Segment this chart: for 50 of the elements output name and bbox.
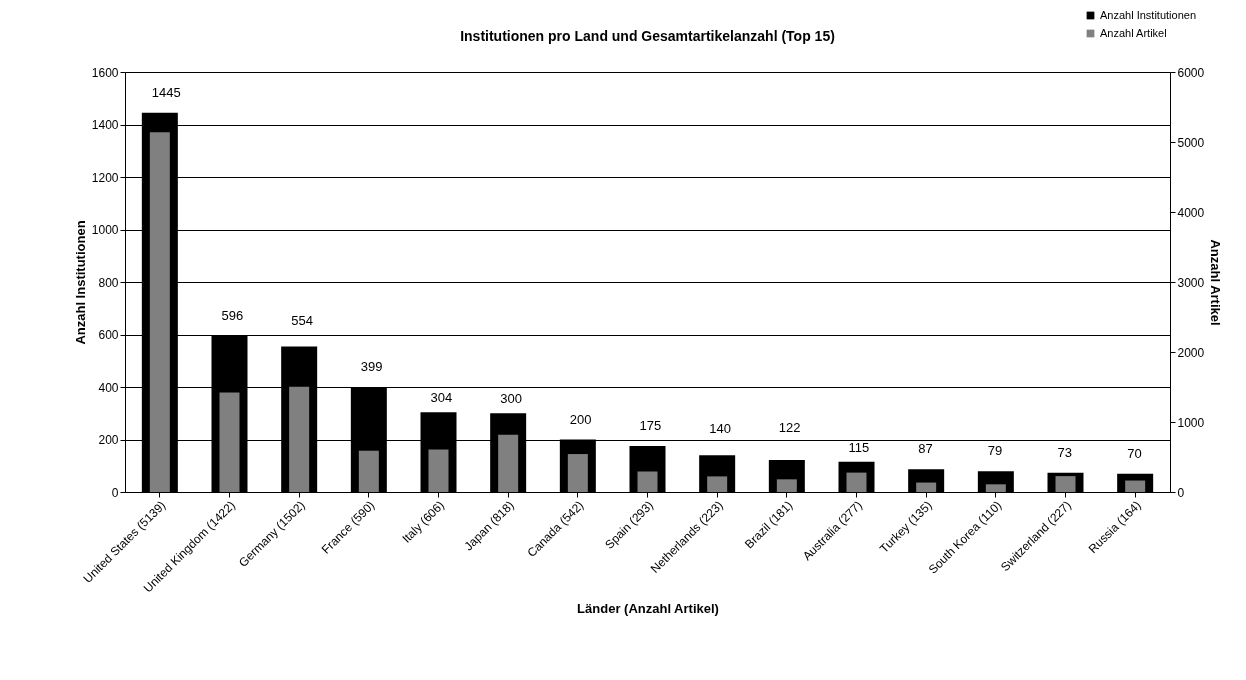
bar bbox=[707, 476, 728, 492]
y2-tick-label: 0 bbox=[1177, 485, 1185, 500]
data-label: 73 bbox=[1057, 444, 1072, 460]
x-axis-title: Länder (Anzahl Artikel) bbox=[577, 600, 719, 616]
y-tick-label: 200 bbox=[98, 433, 119, 447]
bar bbox=[916, 482, 937, 492]
y2-tick-label: 5000 bbox=[1177, 135, 1205, 150]
y-tick-label: 1400 bbox=[91, 118, 119, 132]
chart-title: Institutionen pro Land und Gesamtartikelanzahl (Top 15) bbox=[460, 28, 835, 44]
bar bbox=[776, 479, 797, 492]
data-label: 70 bbox=[1127, 445, 1142, 461]
y2-tick-label: 1000 bbox=[1177, 415, 1205, 430]
y2-tick-label: 3000 bbox=[1177, 275, 1205, 290]
y-tick-label: 0 bbox=[111, 485, 119, 500]
data-label: 122 bbox=[778, 419, 801, 435]
bar bbox=[567, 454, 588, 492]
bar bbox=[637, 471, 658, 492]
y-tick-label: 1200 bbox=[91, 170, 119, 185]
y-tick-label: 1600 bbox=[91, 65, 119, 80]
data-label: 175 bbox=[639, 418, 662, 434]
y-tick-label: 1000 bbox=[91, 223, 119, 237]
data-label: 554 bbox=[291, 312, 313, 328]
legend-label: Anzahl Institutionen bbox=[1100, 8, 1197, 21]
y2-axis-title: Anzahl Artikel bbox=[1208, 239, 1224, 326]
bar bbox=[498, 434, 519, 492]
bar bbox=[985, 484, 1006, 492]
data-label: 1445 bbox=[151, 84, 181, 100]
y-tick-label: 400 bbox=[98, 380, 119, 395]
data-label: 596 bbox=[221, 307, 244, 323]
y2-tick-label: 4000 bbox=[1177, 205, 1205, 220]
data-label: 87 bbox=[918, 441, 933, 457]
bar bbox=[358, 450, 379, 492]
y2-tick-label: 2000 bbox=[1177, 345, 1205, 360]
data-label: 300 bbox=[500, 391, 522, 407]
data-label: 115 bbox=[848, 439, 870, 455]
bar bbox=[219, 392, 240, 492]
y-axis-title: Anzahl Institutionen bbox=[72, 220, 88, 345]
data-label: 399 bbox=[360, 359, 383, 375]
y-tick-label: 600 bbox=[98, 328, 119, 342]
bar bbox=[428, 449, 449, 492]
data-label: 140 bbox=[709, 421, 731, 437]
bar bbox=[846, 472, 867, 492]
bar bbox=[1125, 480, 1146, 492]
data-label: 79 bbox=[987, 443, 1003, 459]
bar bbox=[289, 386, 310, 492]
y-tick-label: 800 bbox=[98, 275, 119, 290]
legend-label: Anzahl Artikel bbox=[1100, 26, 1167, 39]
data-label: 304 bbox=[430, 390, 453, 406]
y2-tick-label: 6000 bbox=[1177, 65, 1205, 80]
data-label: 200 bbox=[569, 411, 592, 427]
